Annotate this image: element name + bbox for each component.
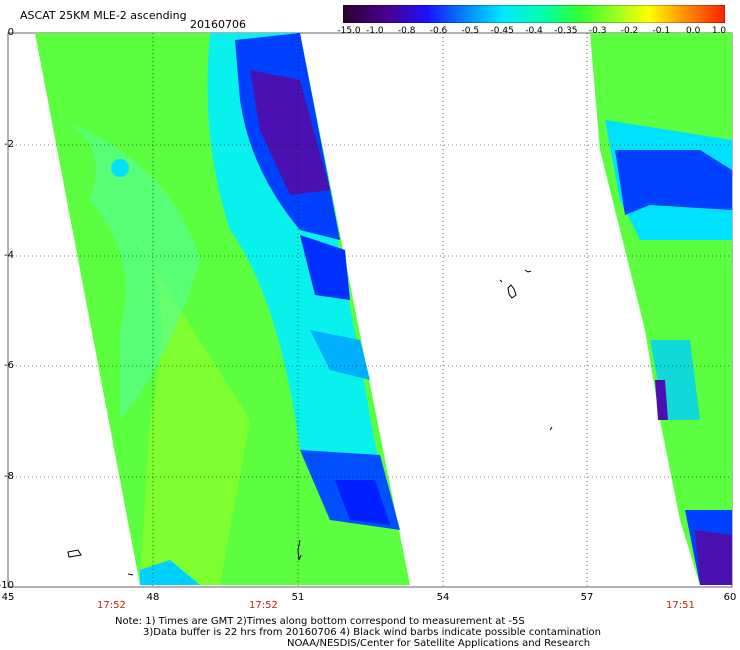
time-label-right: 17:51 <box>666 600 695 611</box>
lat-tick-0: 0 <box>7 27 14 38</box>
colorbar-label: -0.5 <box>461 26 480 36</box>
colorbar-label: -0.1 <box>652 26 671 36</box>
lat-tick-5: -10 <box>0 580 14 591</box>
graticule <box>8 33 732 587</box>
lon-tick-2: 51 <box>291 592 305 603</box>
coastlines <box>67 269 553 576</box>
lon-tick-5: 60 <box>723 592 737 603</box>
colorbar-label: 1.0 <box>711 26 727 36</box>
note-line-1: Note: 1) Times are GMT 2)Times along bot… <box>115 616 525 627</box>
lat-tick-3: -6 <box>4 360 14 371</box>
time-label-center: 17:52 <box>249 600 278 611</box>
colorbar-label: -0.3 <box>588 26 607 36</box>
time-label-left: 17:52 <box>97 600 126 611</box>
swath-left <box>35 33 410 585</box>
colorbar-label: -1.0 <box>366 26 384 36</box>
colorbar-label: -0.35 <box>554 26 578 36</box>
lat-tick-2: -4 <box>4 250 14 261</box>
colorbar-label: -0.6 <box>429 26 448 36</box>
lat-tick-4: -8 <box>4 471 14 482</box>
note-line-2: 3)Data buffer is 22 hrs from 20160706 4)… <box>143 627 601 638</box>
date-label: 20160706 <box>190 18 246 31</box>
colorbar-label: -0.2 <box>620 26 639 36</box>
colorbar-label: -0.4 <box>525 26 543 36</box>
colorbar <box>343 5 725 23</box>
colorbar-label: -0.45 <box>490 26 514 36</box>
product-title: ASCAT 25KM MLE-2 ascending <box>20 9 187 22</box>
lon-tick-0: 45 <box>1 592 15 603</box>
swath-right <box>590 33 732 585</box>
colorbar-label: -15.0 <box>337 26 361 36</box>
lon-tick-1: 48 <box>146 592 160 603</box>
note-line-3: NOAA/NESDIS/Center for Satellite Applica… <box>287 638 591 649</box>
colorbar-label: -0.8 <box>397 26 416 36</box>
lat-tick-1: -2 <box>4 139 14 150</box>
lon-tick-4: 57 <box>580 592 594 603</box>
colorbar-label: 0.0 <box>685 26 701 36</box>
lon-tick-3: 54 <box>436 592 450 603</box>
